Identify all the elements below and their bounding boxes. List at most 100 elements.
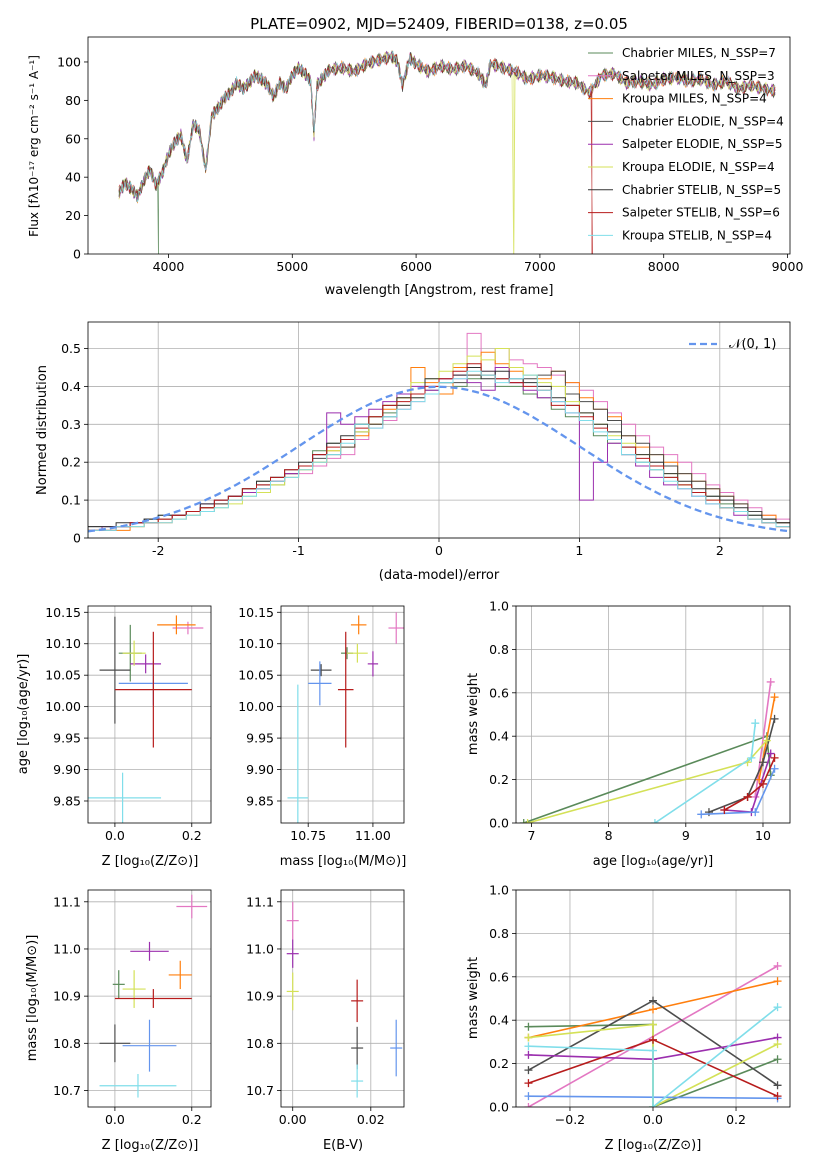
- y-tick-label: 9.90: [246, 762, 274, 777]
- spectrum-panel: 4000 5000 6000 7000 8000 9000 0 20 40 60 80 100 Chab…: [57, 36, 804, 274]
- weight-marker: [524, 1050, 533, 1059]
- y-tick-label: 20: [65, 208, 81, 223]
- mass-vs-metallicity-panel: 0.0 0.2 10.7 10.8 10.9 11.0 11.1: [53, 889, 212, 1127]
- y-tick-label: 0.0: [489, 1100, 509, 1115]
- y-tick-label: 0.2: [489, 772, 509, 787]
- legend-label: Salpeter STELIB, N_SSP=6: [622, 206, 780, 220]
- x-tick-label: 0: [435, 543, 443, 558]
- weight-marker: [766, 749, 775, 758]
- weight-marker: [770, 693, 779, 702]
- x-tick-label: 0.0: [105, 828, 125, 843]
- axes-frame: [87, 889, 212, 1108]
- weight-marker: [773, 1003, 782, 1012]
- x-tick-label: 11.00: [355, 828, 391, 843]
- x-tick-label: 10: [755, 828, 771, 843]
- weight-marker: [649, 1005, 657, 1014]
- age-vs-mass-panel: 10.75 11.00 9.85 9.90 9.95 10.00 10.05 10.10 10.…: [238, 605, 405, 843]
- weight-marker: [770, 714, 779, 723]
- y-tick-label: 10.15: [45, 605, 81, 620]
- spectrum-line: [118, 50, 776, 203]
- weight-marker: [523, 819, 532, 823]
- weight-marker: [519, 819, 528, 823]
- x-tick-label: 10.75: [290, 828, 326, 843]
- y-tick-label: 40: [65, 170, 81, 185]
- weight-marker: [697, 810, 706, 819]
- y-tick-label: 80: [65, 93, 81, 108]
- weight-marker: [773, 1055, 782, 1064]
- y-tick-label: 11.1: [246, 894, 274, 909]
- y-tick-label: 1.0: [489, 599, 509, 614]
- x-tick-label: -1: [292, 543, 304, 558]
- x-tick-label: −0.2: [555, 1112, 585, 1127]
- x-tick-label: 8000: [648, 259, 680, 274]
- legend-normal-label: 𝒩(0, 1): [729, 337, 776, 352]
- y-tick-label: 9.85: [53, 793, 81, 808]
- spectrum-lines: [118, 49, 776, 254]
- spectrum-ylabel: Flux [fλ10⁻¹⁷ erg cm⁻² s⁻¹ A⁻¹]: [27, 55, 41, 237]
- plot-area: [281, 606, 404, 823]
- plot-area: [516, 606, 790, 823]
- weight-marker: [770, 764, 779, 773]
- y-tick-label: 10.10: [45, 636, 81, 651]
- weight-marker: [649, 1020, 657, 1029]
- x-tick-label: 0.0: [105, 1112, 125, 1127]
- weight-marker: [524, 1022, 533, 1031]
- errorbars: [99, 894, 208, 1098]
- y-tick-label: 9.85: [246, 793, 274, 808]
- weight-marker: [524, 1066, 533, 1075]
- x-tick-label: 0.00: [279, 1112, 307, 1127]
- legend-label: Chabrier MILES, N_SSP=7: [622, 46, 776, 60]
- y-tick-label: 0.0: [489, 816, 509, 831]
- y-tick-label: 10.9: [53, 989, 81, 1004]
- mass-ebv-xlabel: E(B-V): [323, 1138, 363, 1153]
- normal-curve: [88, 385, 790, 533]
- y-tick-label: 9.95: [246, 731, 274, 746]
- weight-marker: [649, 1103, 657, 1107]
- weight-marker: [747, 753, 756, 762]
- y-tick-label: 0.5: [61, 341, 81, 356]
- errorbars: [287, 612, 404, 823]
- histogram-steps: [88, 332, 790, 538]
- y-tick-label: 60: [65, 131, 81, 146]
- x-tick-label: -2: [152, 543, 164, 558]
- weight-line: [724, 757, 776, 811]
- y-tick-label: 10.8: [246, 1036, 274, 1051]
- y-tick-label: 10.10: [238, 636, 274, 651]
- y-tick-label: 0.6: [489, 685, 509, 700]
- weight-marker: [649, 1035, 657, 1044]
- weight-marker: [770, 753, 779, 762]
- y-tick-label: 10.7: [53, 1083, 81, 1098]
- legend-label: Chabrier STELIB, N_SSP=5: [622, 183, 781, 197]
- weight-marker: [751, 719, 760, 728]
- weight-line: [754, 681, 772, 798]
- y-tick-label: 10.00: [238, 699, 274, 714]
- x-tick-label: 6000: [400, 259, 432, 274]
- y-tick-label: 0: [73, 531, 81, 546]
- x-tick-label: 4000: [153, 259, 185, 274]
- x-tick-label: 9000: [772, 259, 804, 274]
- weight-marker: [762, 736, 771, 745]
- axes-frame: [87, 321, 791, 539]
- legend-label: Salpeter ELODIE, N_SSP=5: [622, 137, 783, 151]
- weight-marker: [773, 1040, 782, 1049]
- x-tick-label: 0.2: [182, 828, 202, 843]
- weight-marker: [773, 1081, 782, 1090]
- y-tick-label: 0.3: [61, 417, 81, 432]
- x-tick-label: 1: [575, 543, 583, 558]
- y-tick-label: 10.8: [53, 1036, 81, 1051]
- weight-marker: [649, 1046, 657, 1055]
- weight-marker: [720, 805, 729, 814]
- weight-marker: [773, 961, 782, 970]
- spectrum-line: [118, 52, 776, 254]
- histogram-ylabel: Normed distribution: [35, 365, 50, 495]
- weight-marker: [751, 808, 760, 817]
- y-tick-label: 11.0: [53, 941, 81, 956]
- weight-z-xlabel: Z [log₁₀(Z/Z⊙)]: [605, 1138, 702, 1153]
- y-tick-label: 100: [57, 54, 81, 69]
- weight-marker: [524, 1033, 533, 1042]
- axes-frame: [515, 605, 791, 824]
- plot-area: [281, 890, 404, 1107]
- y-tick-label: 10.00: [45, 699, 81, 714]
- y-tick-label: 0.8: [489, 926, 509, 941]
